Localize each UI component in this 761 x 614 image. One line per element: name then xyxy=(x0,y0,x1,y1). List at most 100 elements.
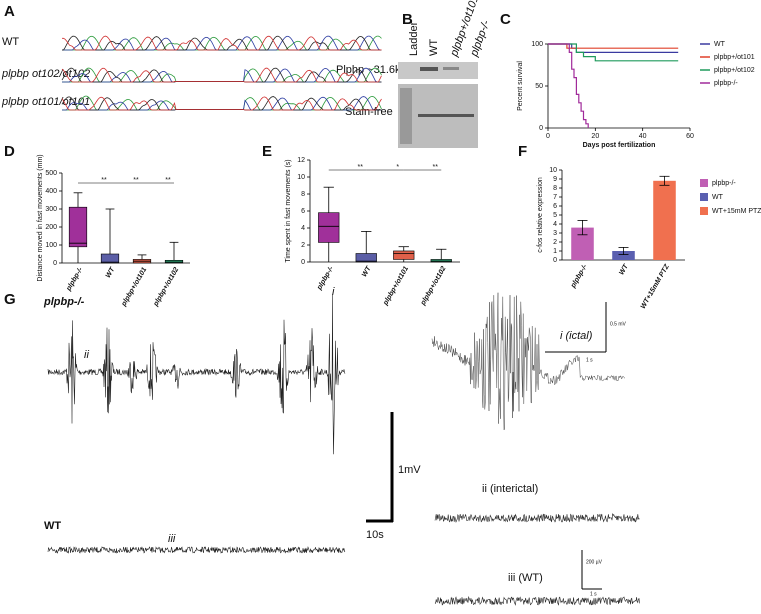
survival-line xyxy=(548,43,589,128)
panel-letter: F xyxy=(518,143,527,160)
y-tick-label: 12 xyxy=(297,157,305,164)
x-tick-label: 60 xyxy=(686,133,694,140)
legend-swatch xyxy=(700,179,708,187)
scale-label: 1 s xyxy=(590,591,597,597)
scale-label: 0.5 mV xyxy=(610,321,627,327)
y-axis-label: Time spent in fast movements (s) xyxy=(285,159,292,262)
legend-swatch xyxy=(700,193,708,201)
trace-label: i xyxy=(332,286,335,298)
bar xyxy=(571,227,594,260)
y-tick-label: 8 xyxy=(553,185,557,192)
scale-label: 1 s xyxy=(586,357,593,363)
trace-label: iii xyxy=(168,533,176,545)
panel-letter: C xyxy=(500,11,511,28)
x-tick-label: plpbp-/- xyxy=(569,263,589,290)
box xyxy=(318,212,340,243)
y-tick-label: 300 xyxy=(45,206,57,213)
y-tick-label: 3 xyxy=(553,230,557,237)
box xyxy=(164,259,184,264)
y-tick-label: 2 xyxy=(553,239,557,246)
eeg-trace xyxy=(434,512,640,523)
x-tick-label: plpbp+/ot102 xyxy=(419,265,447,307)
genotype: WT xyxy=(2,36,19,48)
panel-letter: D xyxy=(4,143,15,160)
scale-label: 10s xyxy=(366,529,384,541)
x-tick-label: plpbp-/- xyxy=(65,266,85,293)
eeg-trace xyxy=(47,294,346,455)
y-tick-label: 2 xyxy=(301,242,305,249)
legend-label: plpbp-/- xyxy=(714,80,738,87)
lane-label: WT xyxy=(428,39,440,56)
y-tick-label: 100 xyxy=(45,242,57,249)
x-axis-label: Days post fertilization xyxy=(583,142,656,149)
y-tick-label: 500 xyxy=(45,170,57,177)
chromatogram xyxy=(62,35,382,51)
panel-letter: A xyxy=(4,3,15,20)
box xyxy=(393,250,415,260)
bar xyxy=(612,251,635,260)
genotype: plpbp ot101/ot101 xyxy=(1,96,90,108)
x-tick-label: WT+15mM PTZ xyxy=(640,263,671,310)
y-axis-label: Distance moved in fast movements (mm) xyxy=(37,154,44,281)
chromatogram xyxy=(62,95,382,111)
survival-line xyxy=(548,43,679,49)
chromatogram xyxy=(62,67,382,83)
x-tick-label: 40 xyxy=(639,133,647,140)
x-tick-label: WT xyxy=(618,263,630,277)
y-tick-label: 6 xyxy=(301,208,305,215)
trace-label: WT xyxy=(44,520,61,532)
x-tick-label: plpbp+/ot101 xyxy=(382,265,410,307)
legend-label: plpbp+/ot101 xyxy=(714,54,755,61)
band xyxy=(420,67,438,71)
band xyxy=(443,67,459,70)
scale-label: 1mV xyxy=(398,464,421,476)
y-tick-label: 50 xyxy=(535,83,543,90)
y-tick-label: 7 xyxy=(553,194,557,201)
trace-label: ii (interictal) xyxy=(482,483,538,495)
x-tick-label: plpbp+/ot101 xyxy=(120,266,148,308)
panel-letter: E xyxy=(262,143,272,160)
y-tick-label: 100 xyxy=(531,41,543,48)
y-tick-label: 4 xyxy=(553,221,557,228)
y-tick-label: 10 xyxy=(297,174,305,181)
y-tick-label: 10 xyxy=(549,167,557,174)
chromatogram xyxy=(61,67,382,83)
band-label: Plphp ~31.6kda xyxy=(336,64,414,76)
significance: * xyxy=(396,164,399,171)
y-axis-label: Percent survival xyxy=(517,61,524,111)
x-tick-label: WT xyxy=(361,265,373,279)
panel-letter: G xyxy=(4,291,16,308)
y-tick-label: 6 xyxy=(553,203,557,210)
x-tick-label: WT xyxy=(105,266,117,280)
scale-label: 200 µV xyxy=(586,559,603,565)
eeg-trace xyxy=(434,595,640,606)
blot-label: Stain-free xyxy=(345,106,393,118)
y-tick-label: 4 xyxy=(301,225,305,232)
y-tick-label: 0 xyxy=(301,259,305,266)
eeg-trace xyxy=(431,292,625,431)
chromatogram xyxy=(61,96,382,111)
y-tick-label: 0 xyxy=(539,125,543,132)
box xyxy=(68,206,88,248)
ladder xyxy=(400,88,412,144)
y-tick-label: 8 xyxy=(301,191,305,198)
trace-label: plpbp-/- xyxy=(43,296,85,308)
significance: ** xyxy=(133,177,139,184)
legend-label: WT xyxy=(714,41,726,48)
y-tick-label: 0 xyxy=(553,257,557,264)
legend-swatch xyxy=(700,207,708,215)
band xyxy=(418,114,474,117)
lanes: Ladder WT plpbp+/ot101 plpbp-/- xyxy=(408,0,493,59)
legend-label: WT xyxy=(712,194,724,201)
legend-label: plpbp-/- xyxy=(712,180,736,187)
y-tick-label: 5 xyxy=(553,212,557,219)
x-tick-label: plpbp+/ot102 xyxy=(152,266,180,308)
chromatogram xyxy=(62,35,382,51)
eeg-trace xyxy=(47,546,346,554)
significance: ** xyxy=(101,177,107,184)
box xyxy=(100,253,120,264)
significance: ** xyxy=(165,177,171,184)
y-tick-label: 400 xyxy=(45,188,57,195)
y-tick-label: 200 xyxy=(45,224,57,231)
